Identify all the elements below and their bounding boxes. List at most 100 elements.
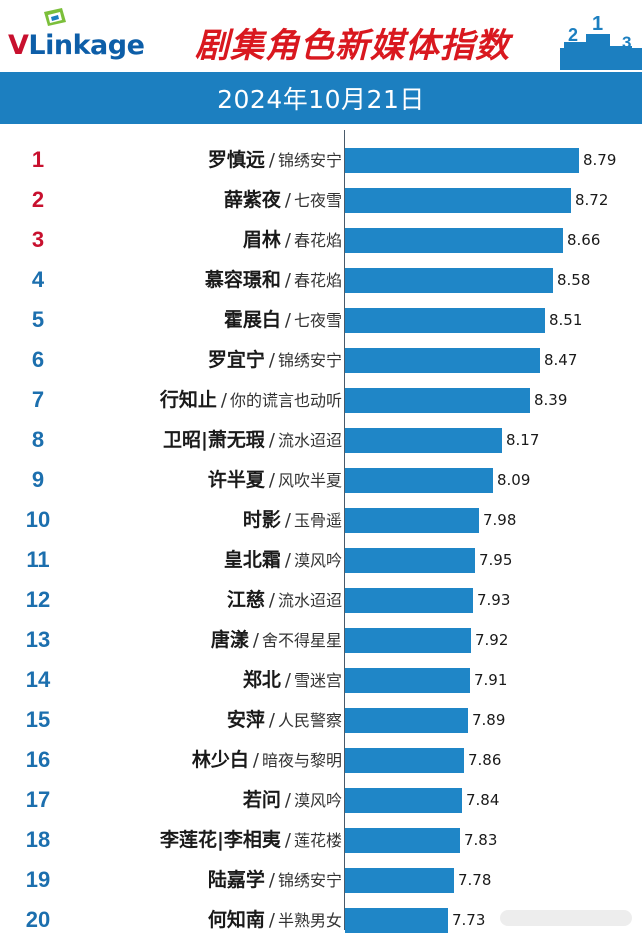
chart-row: 13 唐漾 / 舍不得星星 7.92 bbox=[0, 620, 642, 660]
value-label: 7.73 bbox=[452, 911, 486, 929]
chart-row: 18 李莲花|李相夷 / 莲花楼 7.83 bbox=[0, 820, 642, 860]
rank-label: 2 bbox=[31, 187, 45, 212]
svg-text:1: 1 bbox=[592, 13, 603, 35]
character-name: 卫昭|萧无瑕 bbox=[162, 429, 265, 451]
value-label: 7.89 bbox=[472, 711, 506, 729]
character-name: 皇北霜 bbox=[223, 549, 281, 571]
bar bbox=[345, 268, 553, 293]
show-name: 你的谎言也动听 bbox=[229, 391, 342, 410]
separator: / bbox=[268, 910, 275, 931]
character-name: 慕容璟和 bbox=[204, 269, 281, 291]
category-label: 江慈 / 流水迢迢 bbox=[227, 580, 342, 621]
rank-label: 1 bbox=[31, 147, 45, 172]
svg-text:3: 3 bbox=[622, 33, 631, 52]
rank-label: 4 bbox=[31, 267, 45, 292]
rank-label: 7 bbox=[31, 387, 45, 412]
logo-text: VLinkage bbox=[8, 30, 145, 61]
category-label: 霍展白 / 七夜雪 bbox=[224, 300, 342, 341]
value-label: 7.83 bbox=[464, 831, 498, 849]
date-banner: 2024年10月21日 bbox=[0, 72, 642, 124]
show-name: 莲花楼 bbox=[293, 831, 342, 850]
category-label: 慕容璟和 / 春花焰 bbox=[205, 260, 342, 301]
bar bbox=[345, 188, 571, 213]
show-name: 七夜雪 bbox=[293, 191, 342, 210]
separator: / bbox=[284, 790, 291, 811]
bar bbox=[345, 428, 502, 453]
rank-label: 17 bbox=[25, 787, 51, 812]
axis-line bbox=[344, 130, 345, 930]
character-name: 江慈 bbox=[226, 589, 265, 611]
bar bbox=[345, 228, 563, 253]
category-label: 罗慎远 / 锦绣安宁 bbox=[208, 140, 342, 181]
rank-label: 8 bbox=[31, 427, 45, 452]
category-label: 若问 / 漠风吟 bbox=[243, 780, 342, 821]
value-label: 7.91 bbox=[474, 671, 508, 689]
value-label: 8.47 bbox=[544, 351, 578, 369]
chart-row: 11 皇北霜 / 漠风吟 7.95 bbox=[0, 540, 642, 580]
show-name: 流水迢迢 bbox=[277, 431, 342, 450]
chart-row: 5 霍展白 / 七夜雪 8.51 bbox=[0, 300, 642, 340]
separator: / bbox=[252, 750, 259, 771]
category-label: 薛紫夜 / 七夜雪 bbox=[224, 180, 342, 221]
date-label: 2024年10月21日 bbox=[217, 85, 425, 114]
podium-icon: 2 1 3 bbox=[560, 13, 642, 70]
value-label: 8.58 bbox=[557, 271, 591, 289]
category-label: 罗宜宁 / 锦绣安宁 bbox=[208, 340, 342, 381]
character-name: 许半夏 bbox=[207, 469, 265, 491]
value-label: 8.66 bbox=[567, 231, 601, 249]
separator: / bbox=[268, 350, 275, 371]
rank-label: 9 bbox=[31, 467, 45, 492]
value-label: 8.09 bbox=[497, 471, 531, 489]
show-name: 暗夜与黎明 bbox=[261, 751, 342, 770]
watermark bbox=[500, 910, 632, 926]
category-label: 林少白 / 暗夜与黎明 bbox=[192, 740, 342, 781]
category-label: 陆嘉学 / 锦绣安宁 bbox=[208, 860, 342, 901]
chart-row: 12 江慈 / 流水迢迢 7.93 bbox=[0, 580, 642, 620]
rank-label: 11 bbox=[26, 547, 50, 572]
category-label: 皇北霜 / 漠风吟 bbox=[224, 540, 342, 581]
show-name: 半熟男女 bbox=[277, 911, 342, 930]
character-name: 陆嘉学 bbox=[207, 869, 265, 891]
value-label: 7.92 bbox=[475, 631, 509, 649]
category-label: 郑北 / 雪迷宫 bbox=[243, 660, 342, 701]
bar bbox=[345, 308, 545, 333]
bar bbox=[345, 628, 471, 653]
chart-row: 14 郑北 / 雪迷宫 7.91 bbox=[0, 660, 642, 700]
show-name: 流水迢迢 bbox=[277, 591, 342, 610]
bar bbox=[345, 868, 454, 893]
category-label: 安萍 / 人民警察 bbox=[227, 700, 342, 741]
show-name: 玉骨遥 bbox=[293, 511, 342, 530]
value-label: 8.72 bbox=[575, 191, 609, 209]
value-label: 8.51 bbox=[549, 311, 583, 329]
separator: / bbox=[268, 150, 275, 171]
rank-label: 18 bbox=[25, 827, 51, 852]
chart-row: 6 罗宜宁 / 锦绣安宁 8.47 bbox=[0, 340, 642, 380]
category-label: 许半夏 / 风吹半夏 bbox=[208, 460, 342, 501]
chart-row: 8 卫昭|萧无瑕 / 流水迢迢 8.17 bbox=[0, 420, 642, 460]
value-label: 8.39 bbox=[534, 391, 568, 409]
character-name: 郑北 bbox=[242, 669, 281, 691]
rank-label: 5 bbox=[31, 307, 45, 332]
character-name: 林少白 bbox=[191, 749, 249, 771]
separator: / bbox=[268, 590, 275, 611]
bar bbox=[345, 588, 473, 613]
category-label: 时影 / 玉骨遥 bbox=[243, 500, 342, 541]
separator: / bbox=[284, 830, 291, 851]
character-name: 安萍 bbox=[226, 709, 265, 731]
character-name: 行知止 bbox=[159, 389, 217, 411]
rank-label: 15 bbox=[25, 707, 51, 732]
bar bbox=[345, 828, 460, 853]
character-name: 唐漾 bbox=[210, 629, 249, 651]
value-label: 7.93 bbox=[477, 591, 511, 609]
chart-row: 17 若问 / 漠风吟 7.84 bbox=[0, 780, 642, 820]
separator: / bbox=[284, 550, 291, 571]
character-name: 罗慎远 bbox=[207, 149, 265, 171]
character-name: 时影 bbox=[242, 509, 281, 531]
chart-row: 7 行知止 / 你的谎言也动听 8.39 bbox=[0, 380, 642, 420]
rank-label: 16 bbox=[25, 747, 51, 772]
bar bbox=[345, 548, 475, 573]
character-name: 眉林 bbox=[242, 229, 281, 251]
character-name: 罗宜宁 bbox=[207, 349, 265, 371]
character-name: 霍展白 bbox=[223, 309, 281, 331]
separator: / bbox=[268, 430, 275, 451]
